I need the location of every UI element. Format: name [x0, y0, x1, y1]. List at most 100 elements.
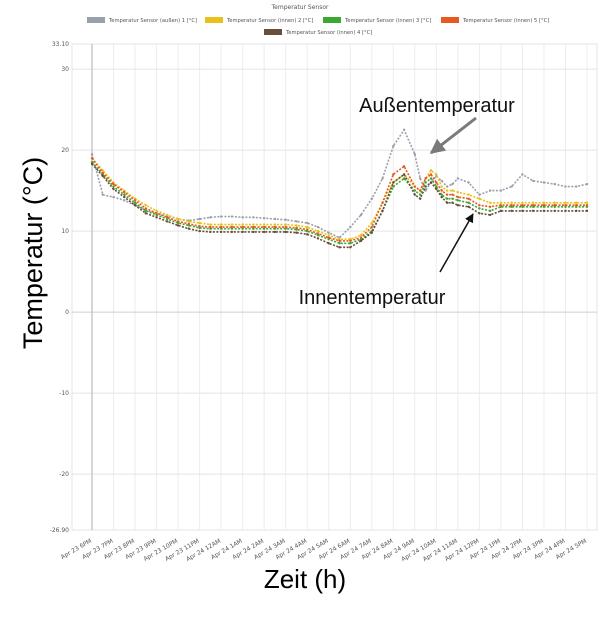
series-point	[112, 182, 115, 186]
series-point	[542, 209, 546, 213]
series-point	[419, 177, 422, 180]
series-point	[488, 213, 492, 217]
series-point	[402, 173, 406, 176]
series-point	[273, 223, 277, 226]
series-point	[155, 212, 158, 215]
series-point	[306, 228, 309, 231]
series-point	[424, 177, 427, 180]
series-point	[370, 225, 373, 229]
y-limit-label: -26.90	[50, 527, 70, 534]
series-point	[316, 225, 320, 229]
series-point	[370, 231, 373, 234]
y-limit-label: 33.10	[52, 41, 69, 48]
series-point	[467, 197, 470, 200]
series-point	[187, 220, 191, 223]
series-point	[419, 189, 422, 192]
series-point	[478, 203, 481, 207]
series-point	[101, 193, 104, 196]
series-point	[521, 173, 524, 176]
series-point	[392, 173, 395, 176]
series-point	[123, 193, 126, 196]
series-point	[284, 223, 287, 226]
series-point	[306, 221, 309, 225]
series-point	[338, 242, 341, 245]
series-point	[252, 216, 255, 219]
series-point	[349, 242, 352, 245]
series-point	[419, 193, 422, 196]
series-point	[435, 187, 438, 191]
annotation-outdoor-arrow	[429, 116, 477, 155]
series-point	[564, 209, 567, 213]
series-point	[419, 197, 422, 200]
series-line-1	[91, 128, 588, 239]
series-point	[338, 239, 341, 243]
series-point	[451, 189, 454, 192]
series-group	[90, 128, 589, 249]
series-point	[542, 203, 546, 207]
legend-entry: Temperatur Sensor (innen) 3 [°C]	[344, 18, 431, 24]
series-point	[478, 207, 481, 210]
series-point	[445, 201, 449, 204]
series-point	[478, 197, 481, 200]
series-point	[252, 230, 255, 234]
series-point	[284, 225, 287, 229]
series-point	[359, 233, 363, 237]
series-point	[198, 229, 201, 233]
series-point	[209, 225, 212, 229]
series-point	[451, 182, 454, 186]
series-point	[295, 231, 298, 234]
series-point	[499, 201, 503, 204]
series-point	[316, 229, 320, 233]
series-point	[467, 193, 470, 196]
series-point	[435, 181, 438, 184]
legend-entry: Temperatur Sensor (außen) 1 [°C]	[108, 18, 197, 24]
series-point	[155, 209, 158, 213]
series-point	[553, 182, 556, 186]
legend-swatch	[441, 17, 459, 23]
series-point	[478, 212, 481, 215]
series-point	[478, 193, 481, 196]
series-point	[284, 218, 287, 221]
series-point	[112, 195, 115, 199]
series-point	[510, 185, 513, 188]
series-point	[456, 199, 460, 202]
series-point	[230, 225, 234, 229]
series-point	[252, 223, 255, 226]
series-point	[112, 185, 115, 188]
series-point	[531, 201, 535, 204]
series-point	[144, 203, 148, 207]
series-point	[90, 152, 94, 156]
series-point	[413, 185, 417, 188]
series-point	[585, 182, 589, 186]
series-point	[123, 191, 126, 194]
series-point	[338, 246, 341, 249]
series-point	[451, 193, 454, 196]
series-point	[241, 223, 244, 226]
series-point	[456, 191, 460, 194]
series-point	[327, 242, 330, 245]
series-point	[306, 233, 309, 236]
series-point	[424, 189, 427, 192]
series-point	[488, 205, 492, 209]
series-point	[123, 199, 126, 202]
series-point	[198, 221, 201, 225]
series-point	[575, 201, 578, 204]
annotation-indoor-arrow	[439, 213, 474, 273]
series-point	[273, 225, 277, 229]
series-point	[531, 179, 535, 183]
series-point	[359, 239, 363, 243]
series-point	[209, 216, 212, 219]
series-point	[349, 246, 352, 249]
series-point	[262, 223, 266, 226]
series-point	[429, 177, 433, 180]
series-point	[112, 187, 115, 191]
y-tick-label: -20	[59, 471, 69, 478]
series-point	[467, 181, 470, 184]
series-point	[564, 203, 567, 207]
legend-swatch	[323, 17, 341, 23]
series-point	[553, 201, 556, 204]
y-tick-label: 10	[61, 228, 69, 235]
series-point	[349, 239, 352, 243]
series-point	[90, 162, 94, 166]
series-point	[262, 216, 266, 220]
